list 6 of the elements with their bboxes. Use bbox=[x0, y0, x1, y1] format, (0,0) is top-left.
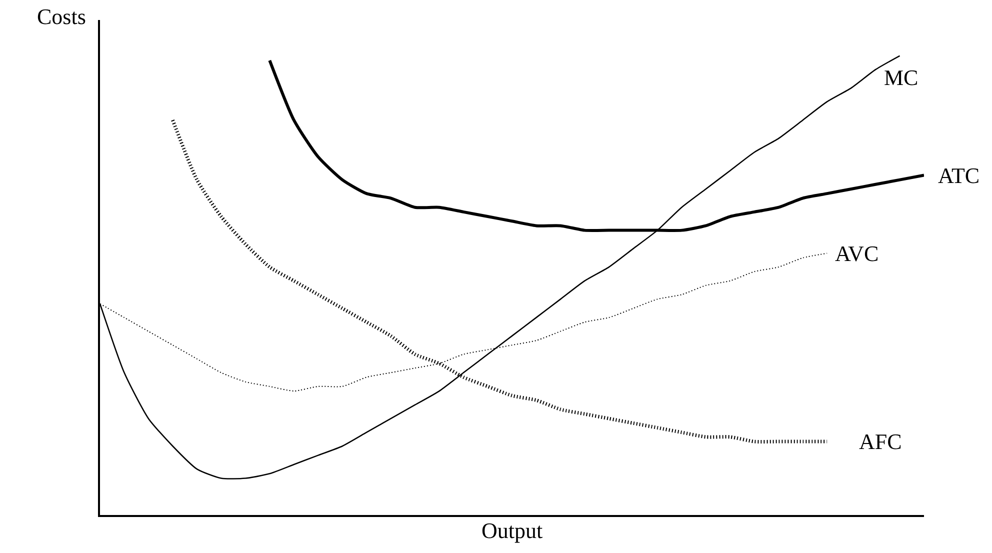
series-label: AVC bbox=[835, 241, 879, 266]
series-label: ATC bbox=[938, 163, 980, 188]
x-axis-title: Output bbox=[481, 518, 543, 543]
y-axis-title: Costs bbox=[37, 4, 86, 29]
series-label: AFC bbox=[859, 429, 902, 454]
series-label: MC bbox=[884, 65, 918, 90]
